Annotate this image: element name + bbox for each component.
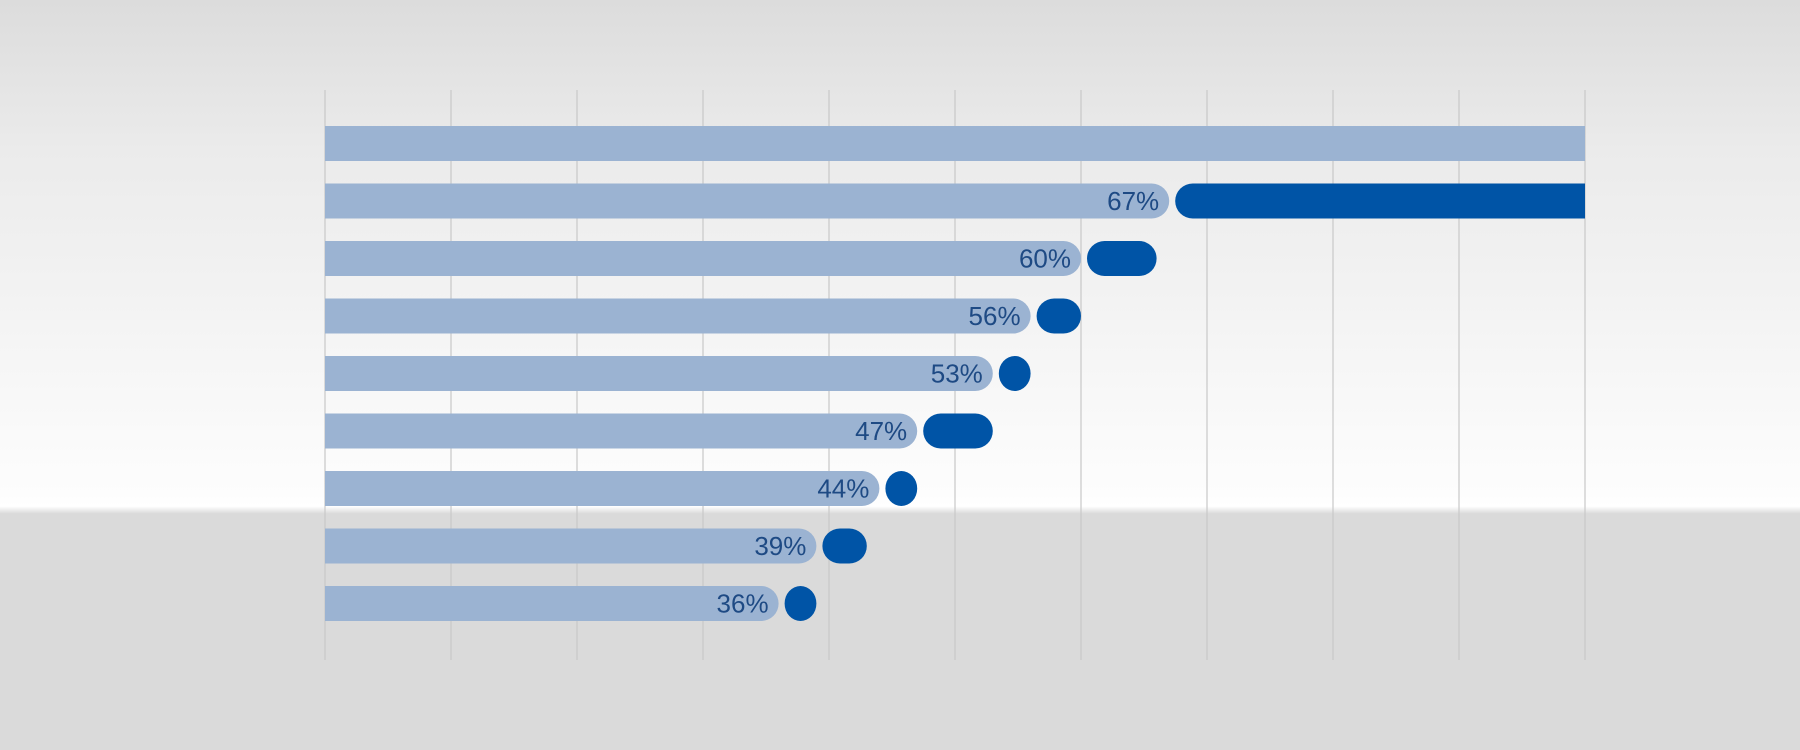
base-bar-1 bbox=[325, 183, 1170, 219]
data-labels: 67% 60% 56% 53% 47% 44% 39% 36% bbox=[717, 186, 1160, 619]
increment-bar-4 bbox=[998, 356, 1031, 391]
value-label-6: 44% bbox=[817, 474, 869, 504]
increment-bar-5 bbox=[923, 413, 993, 449]
base-bar-4 bbox=[325, 356, 993, 391]
value-label-1: 67% bbox=[1107, 186, 1159, 216]
base-bar-6 bbox=[325, 471, 880, 506]
base-bar-5 bbox=[325, 413, 918, 449]
increment-bar-3 bbox=[1036, 298, 1081, 334]
value-label-5: 47% bbox=[855, 416, 907, 446]
increment-bar-8 bbox=[784, 586, 817, 621]
increment-bar-7 bbox=[822, 528, 867, 564]
base-bar-7 bbox=[325, 528, 817, 564]
value-label-4: 53% bbox=[931, 359, 983, 389]
value-label-2: 60% bbox=[1019, 244, 1071, 274]
value-label-7: 39% bbox=[754, 531, 806, 561]
increment-bar-2 bbox=[1087, 241, 1157, 276]
base-bar-8 bbox=[325, 586, 779, 621]
bars bbox=[325, 126, 1585, 621]
increment-bar-6 bbox=[885, 471, 918, 506]
base-bar-2 bbox=[325, 241, 1081, 276]
base-bar-0 bbox=[325, 126, 1585, 161]
value-label-3: 56% bbox=[969, 301, 1021, 331]
base-bar-3 bbox=[325, 298, 1031, 334]
increment-bar-1 bbox=[1175, 183, 1585, 219]
value-label-8: 36% bbox=[717, 589, 769, 619]
